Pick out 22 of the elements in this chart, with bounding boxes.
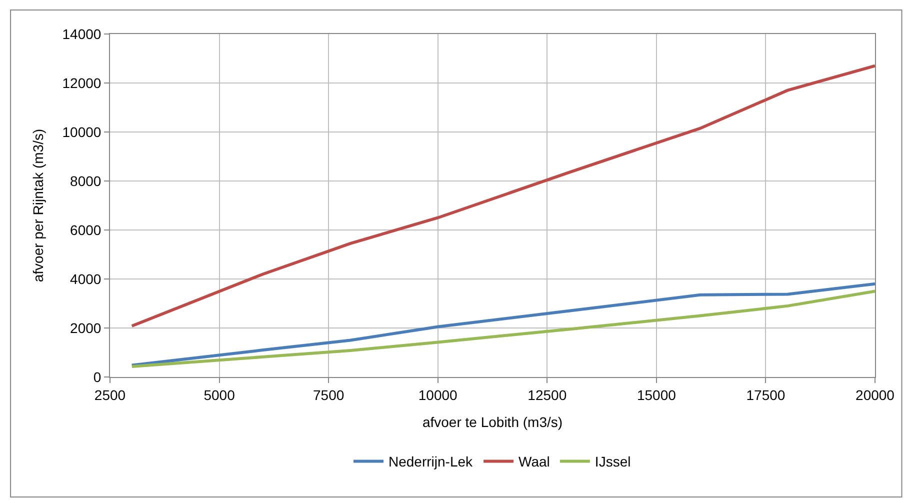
x-axis-title: afvoer te Lobith (m3/s) <box>422 414 563 430</box>
legend-label: Nederrijn-Lek <box>388 454 474 470</box>
y-tick-label: 0 <box>93 368 102 385</box>
x-tick-label: 12500 <box>528 386 567 403</box>
legend-label: Waal <box>518 454 550 470</box>
x-tick-label: 2500 <box>94 386 126 403</box>
x-tick-label: 7500 <box>312 386 344 403</box>
y-tick-label: 12000 <box>62 74 102 91</box>
y-axis-title: afvoer per Rijntak (m3/s) <box>30 128 46 282</box>
x-tick-label: 10000 <box>418 386 458 403</box>
x-tick-label: 20000 <box>856 386 895 403</box>
x-tick-label: 17500 <box>746 386 786 403</box>
y-tick-label: 6000 <box>70 222 102 238</box>
y-tick-label: 10000 <box>62 124 102 140</box>
line-series <box>130 64 875 328</box>
x-tick-label: 5000 <box>204 386 236 403</box>
legend-label: IJssel <box>594 454 631 470</box>
y-tick-label: 8000 <box>70 172 102 189</box>
x-tick-label: 15000 <box>636 386 676 403</box>
y-tick-label: 2000 <box>70 320 102 336</box>
y-tick-label: 14000 <box>62 26 102 42</box>
y-tick-label: 4000 <box>70 270 102 287</box>
